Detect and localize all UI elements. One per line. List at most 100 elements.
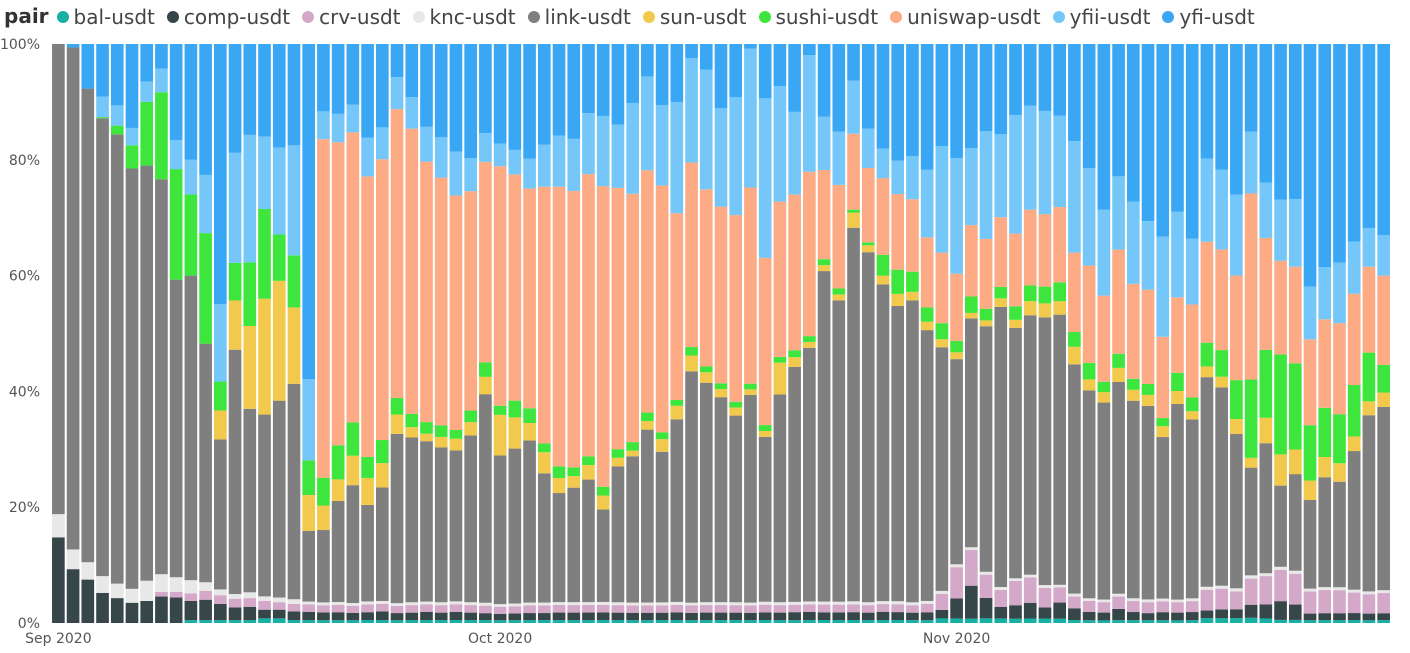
bar-segment-sushi-usdt-2020-09-12[interactable] xyxy=(214,381,227,411)
bar-segment-yfii-usdt-2020-09-15[interactable] xyxy=(258,136,271,210)
bar-segment-uniswap-usdt-2020-10-15[interactable] xyxy=(699,189,713,367)
bar-segment-crv-usdt-2020-11-12[interactable] xyxy=(1112,596,1125,609)
bar-segment-yfi-usdt-2020-09-12[interactable] xyxy=(214,44,227,304)
bar-segment-sun-usdt-2020-09-18[interactable] xyxy=(302,495,316,531)
bar-segment-sun-usdt-2020-11-12[interactable] xyxy=(1112,367,1125,382)
bar-segment-bal-usdt-2020-09-18[interactable] xyxy=(302,620,316,623)
bar-segment-yfii-usdt-2020-10-31[interactable] xyxy=(935,146,949,253)
bar-segment-knc-usdt-2020-10-19[interactable] xyxy=(758,601,772,605)
bar-segment-knc-usdt-2020-11-13[interactable] xyxy=(1126,598,1140,602)
bar-segment-sushi-usdt-2020-09-23[interactable] xyxy=(375,440,389,464)
bar-segment-sushi-usdt-2020-09-28[interactable] xyxy=(449,430,463,439)
bar-segment-knc-usdt-2020-10-31[interactable] xyxy=(935,590,949,594)
bar-segment-yfi-usdt-2020-10-03[interactable] xyxy=(523,44,536,159)
bar-segment-crv-usdt-2020-09-17[interactable] xyxy=(287,603,301,612)
bar-segment-sushi-usdt-2020-09-16[interactable] xyxy=(272,234,286,281)
bar-segment-comp-usdt-2020-10-14[interactable] xyxy=(685,612,698,621)
bar-segment-bal-usdt-2020-10-16[interactable] xyxy=(714,620,728,623)
bar-segment-yfi-usdt-2020-09-22[interactable] xyxy=(361,44,374,138)
bar-segment-comp-usdt-2020-10-13[interactable] xyxy=(670,612,684,621)
bar-segment-bal-usdt-2020-11-25[interactable] xyxy=(1303,620,1317,623)
bar-segment-bal-usdt-2020-10-28[interactable] xyxy=(891,619,905,623)
bar-segment-yfi-usdt-2020-09-21[interactable] xyxy=(346,44,360,105)
bar-segment-crv-usdt-2020-10-08[interactable] xyxy=(596,604,610,613)
bar-segment-comp-usdt-2020-10-08[interactable] xyxy=(596,612,610,621)
bar-segment-crv-usdt-2020-09-30[interactable] xyxy=(479,605,492,614)
bar-segment-yfi-usdt-2020-11-02[interactable] xyxy=(965,44,978,149)
bar-segment-yfii-usdt-2020-09-29[interactable] xyxy=(464,158,477,192)
bar-segment-knc-usdt-2020-09-05[interactable] xyxy=(110,583,124,599)
bar-segment-crv-usdt-2020-10-12[interactable] xyxy=(655,605,669,613)
bar-segment-sushi-usdt-2020-09-06[interactable] xyxy=(125,145,139,169)
bar-segment-comp-usdt-2020-10-01[interactable] xyxy=(493,613,507,621)
bar-segment-yfii-usdt-2020-11-24[interactable] xyxy=(1288,199,1302,267)
bar-segment-sun-usdt-2020-10-19[interactable] xyxy=(758,430,772,437)
bar-segment-link-usdt-2020-10-17[interactable] xyxy=(729,415,743,603)
bar-segment-crv-usdt-2020-11-07[interactable] xyxy=(1038,587,1052,608)
bar-segment-sun-usdt-2020-10-02[interactable] xyxy=(508,417,522,449)
bar-segment-sun-usdt-2020-11-17[interactable] xyxy=(1185,411,1199,420)
bar-segment-knc-usdt-2020-11-26[interactable] xyxy=(1318,587,1332,591)
bar-segment-knc-usdt-2020-10-11[interactable] xyxy=(641,602,654,606)
bar-segment-comp-usdt-2020-09-17[interactable] xyxy=(287,611,301,621)
bar-segment-knc-usdt-2020-11-03[interactable] xyxy=(979,571,993,575)
bar-segment-sushi-usdt-2020-10-19[interactable] xyxy=(758,425,772,431)
bar-segment-link-usdt-2020-09-23[interactable] xyxy=(375,487,389,601)
bar-segment-uniswap-usdt-2020-11-15[interactable] xyxy=(1156,336,1170,419)
bar-segment-yfii-usdt-2020-09-08[interactable] xyxy=(155,68,168,93)
bar-segment-uniswap-usdt-2020-11-04[interactable] xyxy=(994,217,1008,287)
bar-segment-yfi-usdt-2020-09-26[interactable] xyxy=(420,44,433,127)
bar-segment-uniswap-usdt-2020-10-14[interactable] xyxy=(685,162,698,348)
bar-segment-sushi-usdt-2020-11-07[interactable] xyxy=(1038,286,1052,304)
bar-segment-comp-usdt-2020-11-04[interactable] xyxy=(994,607,1008,619)
bar-segment-comp-usdt-2020-09-29[interactable] xyxy=(464,612,477,621)
bar-segment-sushi-usdt-2020-10-09[interactable] xyxy=(611,449,625,458)
bar-segment-link-usdt-2020-11-11[interactable] xyxy=(1097,402,1111,600)
bar-segment-bal-usdt-2020-10-06[interactable] xyxy=(567,620,581,623)
bar-segment-link-usdt-2020-10-10[interactable] xyxy=(626,456,639,603)
bar-segment-comp-usdt-2020-11-19[interactable] xyxy=(1215,609,1228,619)
bar-segment-sushi-usdt-2020-11-08[interactable] xyxy=(1053,282,1067,302)
bar-segment-yfii-usdt-2020-11-16[interactable] xyxy=(1171,211,1184,298)
bar-segment-comp-usdt-2020-09-18[interactable] xyxy=(302,612,316,621)
bar-segment-link-usdt-2020-10-30[interactable] xyxy=(920,330,934,601)
bar-segment-comp-usdt-2020-10-20[interactable] xyxy=(773,612,787,621)
bar-segment-link-usdt-2020-09-21[interactable] xyxy=(346,485,360,603)
bar-segment-link-usdt-2020-10-12[interactable] xyxy=(655,451,669,603)
bar-segment-yfii-usdt-2020-10-03[interactable] xyxy=(523,158,536,189)
bar-segment-yfi-usdt-2020-10-08[interactable] xyxy=(596,44,610,116)
bar-segment-knc-usdt-2020-10-04[interactable] xyxy=(537,602,551,606)
bar-segment-knc-usdt-2020-09-12[interactable] xyxy=(214,589,227,596)
bar-segment-link-usdt-2020-09-28[interactable] xyxy=(449,450,463,602)
bar-segment-crv-usdt-2020-09-19[interactable] xyxy=(317,605,330,613)
bar-segment-yfii-usdt-2020-10-09[interactable] xyxy=(611,124,625,188)
bar-segment-yfii-usdt-2020-09-21[interactable] xyxy=(346,104,360,133)
bar-segment-uniswap-usdt-2020-10-24[interactable] xyxy=(832,184,846,289)
bar-segment-uniswap-usdt-2020-11-27[interactable] xyxy=(1333,323,1346,415)
bar-segment-uniswap-usdt-2020-10-19[interactable] xyxy=(758,257,772,426)
legend-item-knc-usdt[interactable]: knc-usdt xyxy=(412,5,516,29)
bar-segment-yfi-usdt-2020-11-30[interactable] xyxy=(1377,44,1390,236)
bar-segment-yfii-usdt-2020-10-02[interactable] xyxy=(508,149,522,175)
bar-segment-uniswap-usdt-2020-10-23[interactable] xyxy=(817,170,831,260)
bar-segment-link-usdt-2020-10-23[interactable] xyxy=(817,271,831,602)
bar-segment-bal-usdt-2020-11-24[interactable] xyxy=(1288,619,1302,623)
bar-segment-uniswap-usdt-2020-10-31[interactable] xyxy=(935,252,949,324)
bar-segment-bal-usdt-2020-11-20[interactable] xyxy=(1230,618,1243,623)
bar-segment-bal-usdt-2020-09-20[interactable] xyxy=(331,620,345,623)
bar-segment-sushi-usdt-2020-09-17[interactable] xyxy=(287,255,301,308)
bar-segment-yfi-usdt-2020-11-15[interactable] xyxy=(1156,44,1170,237)
bar-segment-bal-usdt-2020-10-04[interactable] xyxy=(537,620,551,623)
bar-segment-crv-usdt-2020-09-15[interactable] xyxy=(258,601,271,610)
bar-segment-uniswap-usdt-2020-10-27[interactable] xyxy=(876,178,890,255)
bar-segment-uniswap-usdt-2020-11-13[interactable] xyxy=(1126,283,1140,379)
bar-segment-link-usdt-2020-09-24[interactable] xyxy=(390,433,404,604)
bar-segment-yfi-usdt-2020-10-30[interactable] xyxy=(920,44,934,170)
bar-segment-link-usdt-2020-11-04[interactable] xyxy=(994,306,1008,587)
bar-segment-sun-usdt-2020-10-07[interactable] xyxy=(582,465,595,480)
bar-segment-bal-usdt-2020-11-12[interactable] xyxy=(1112,620,1125,623)
bar-segment-sushi-usdt-2020-11-16[interactable] xyxy=(1171,372,1184,391)
bar-segment-knc-usdt-2020-09-17[interactable] xyxy=(287,599,301,604)
bar-segment-yfi-usdt-2020-11-08[interactable] xyxy=(1053,44,1067,116)
bar-segment-link-usdt-2020-09-08[interactable] xyxy=(155,179,168,575)
